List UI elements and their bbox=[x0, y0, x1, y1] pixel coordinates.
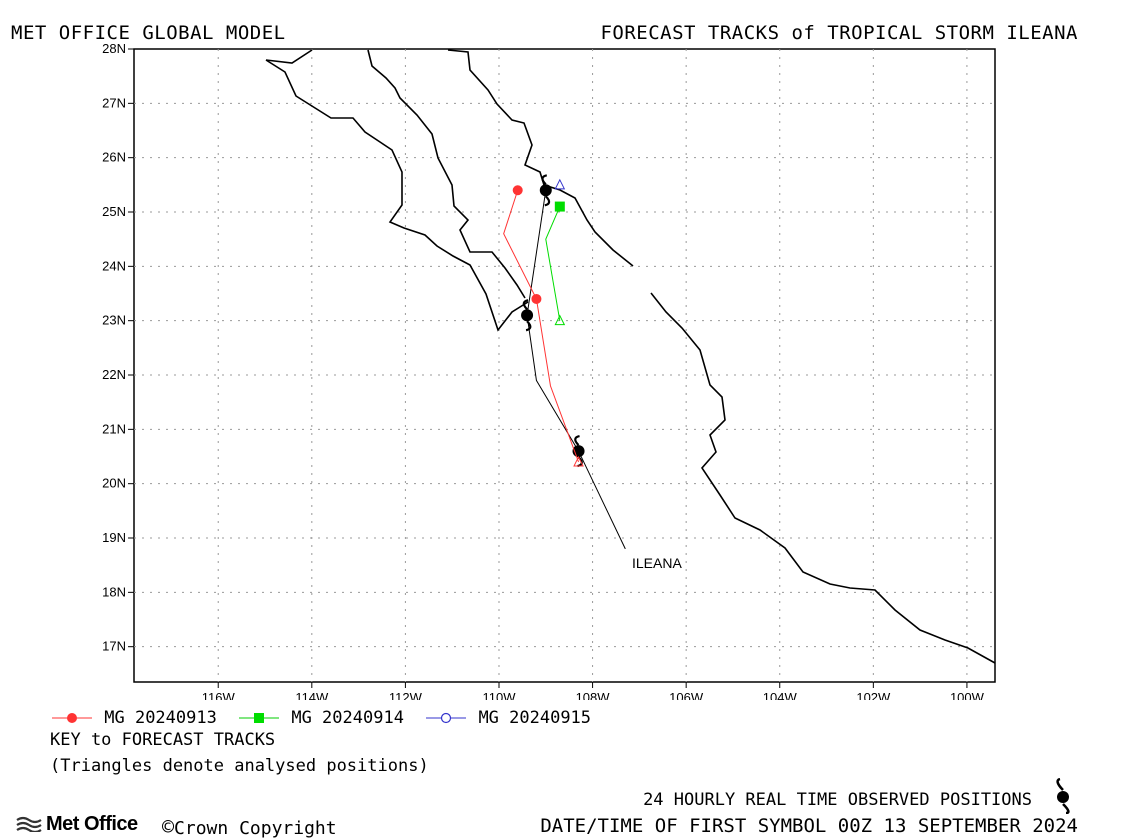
legend-label: MG 20240914 bbox=[291, 708, 404, 728]
lon-label: 110W bbox=[482, 690, 516, 700]
cyclone-core bbox=[539, 184, 552, 197]
storm-label: ILEANA bbox=[632, 555, 682, 571]
forecast-track-line bbox=[503, 190, 580, 463]
mainland-coast-north bbox=[447, 49, 634, 267]
cyclone-symbol-icon bbox=[1056, 778, 1070, 814]
analysed-triangle bbox=[573, 455, 584, 467]
forecast-series-mg-20240914 bbox=[545, 201, 566, 326]
copyright: ©Crown Copyright bbox=[162, 815, 337, 839]
lat-label: 17N bbox=[102, 639, 126, 654]
mainland-coast-south bbox=[650, 292, 996, 664]
lat-label: 21N bbox=[102, 421, 126, 436]
logo-text: Met Office bbox=[46, 813, 138, 835]
key-title: KEY to FORECAST TRACKS bbox=[50, 730, 276, 750]
axis-ticks bbox=[128, 48, 968, 688]
lon-label: 100W bbox=[950, 690, 985, 700]
header-left-title: MET OFFICE GLOBAL MODEL bbox=[11, 22, 286, 44]
cyclone-arm bbox=[525, 320, 532, 332]
observed-track-line bbox=[526, 190, 626, 550]
lat-label: 22N bbox=[102, 367, 126, 382]
lat-label: 18N bbox=[102, 584, 126, 599]
cyclone-icon bbox=[521, 299, 534, 332]
met-office-logo: Met Office bbox=[16, 813, 138, 836]
analysed-triangle bbox=[554, 178, 566, 190]
lon-label: 108W bbox=[576, 690, 611, 700]
analysed-triangle bbox=[554, 314, 566, 326]
cyclone-core bbox=[521, 309, 534, 322]
lat-label: 19N bbox=[102, 530, 126, 545]
lon-label: 106W bbox=[669, 690, 704, 700]
lat-label: 27N bbox=[102, 95, 126, 110]
lon-label: 116W bbox=[202, 690, 236, 700]
forecast-track-line bbox=[545, 206, 561, 321]
lat-label: 26N bbox=[102, 150, 126, 165]
header-right-title: FORECAST TRACKS of TROPICAL STORM ILEANA bbox=[600, 22, 1078, 44]
forecast-track-map: 28N 27N 26N 25N 24N 23N 22N 21N 20N 19N 18N 17N 116W… bbox=[102, 41, 996, 700]
legend: MG 20240913 MG 20240914 MG 20240915 bbox=[50, 708, 601, 728]
legend-item-mg-20240914: MG 20240914 bbox=[237, 708, 404, 728]
baja-east-coast bbox=[367, 49, 526, 299]
key-note: (Triangles denote analysed positions) bbox=[50, 756, 429, 776]
lon-label: 102W bbox=[856, 690, 891, 700]
cyclone-arm bbox=[544, 195, 551, 207]
map-grid bbox=[134, 49, 995, 682]
first-symbol-datetime: DATE/TIME OF FIRST SYMBOL 00Z 13 SEPTEMB… bbox=[540, 815, 1078, 837]
lat-label: 24N bbox=[102, 258, 126, 273]
lon-label: 114W bbox=[295, 690, 329, 700]
copyright-text: Crown Copyright bbox=[174, 818, 337, 839]
copyright-symbol-icon: © bbox=[162, 815, 175, 839]
cyclone-arm bbox=[574, 434, 580, 446]
legend-label: MG 20240915 bbox=[478, 708, 592, 728]
observed-track bbox=[521, 174, 626, 550]
coastline bbox=[265, 49, 996, 664]
lon-label: 104W bbox=[763, 690, 798, 700]
cyclone-arm bbox=[541, 174, 548, 186]
cyclone-arm bbox=[522, 299, 529, 311]
forecast-series-mg-20240913 bbox=[503, 185, 584, 467]
lon-label: 112W bbox=[389, 690, 423, 700]
legend-label: MG 20240913 bbox=[104, 708, 217, 728]
legend-item-mg-20240913: MG 20240913 bbox=[50, 708, 217, 728]
forecast-marker bbox=[512, 185, 523, 196]
lat-label: 23N bbox=[102, 313, 126, 328]
forecast-marker bbox=[531, 293, 542, 304]
observed-positions-label: 24 HOURLY REAL TIME OBSERVED POSITIONS bbox=[643, 790, 1032, 810]
forecast-tracks bbox=[503, 178, 584, 467]
map-frame bbox=[133, 48, 996, 683]
cyclone-icon bbox=[539, 174, 552, 207]
forecast-marker bbox=[554, 201, 565, 212]
legend-item-mg-20240915: MG 20240915 bbox=[424, 708, 591, 728]
lat-label: 20N bbox=[102, 476, 126, 491]
baja-west-coast bbox=[265, 49, 313, 64]
lat-label: 25N bbox=[102, 204, 126, 219]
met-office-waves-icon bbox=[16, 816, 42, 834]
baja-west-coast-south bbox=[265, 59, 529, 332]
forecast-series-mg-20240915 bbox=[554, 178, 566, 190]
lat-label: 28N bbox=[102, 41, 126, 56]
